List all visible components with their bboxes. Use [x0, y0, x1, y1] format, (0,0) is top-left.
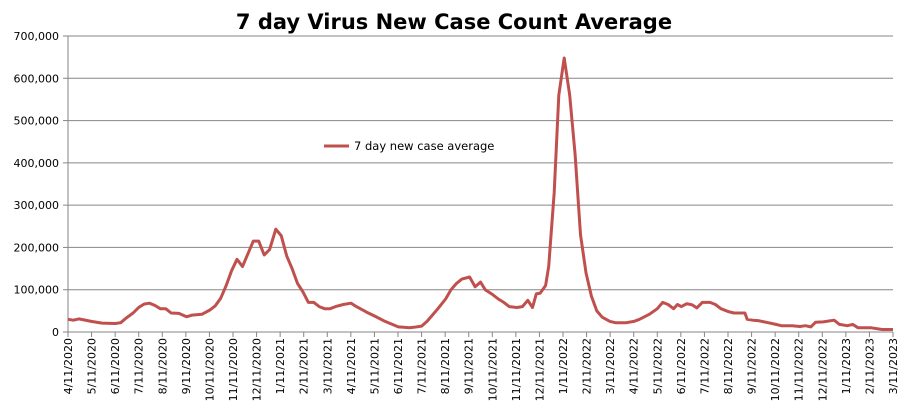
x-tick-label: 7/11/2021: [416, 338, 429, 394]
y-tick-label: 400,000: [14, 157, 60, 170]
x-tick-label: 5/11/2022: [651, 338, 664, 394]
x-tick-label: 8/11/2020: [156, 338, 169, 394]
x-tick-label: 9/11/2022: [746, 338, 759, 394]
chart-title: 7 day Virus New Case Count Average: [236, 10, 672, 34]
x-tick-label: 6/11/2022: [675, 338, 688, 394]
series-line: [68, 58, 893, 330]
x-tick-label: 3/11/2022: [604, 338, 617, 394]
gridlines: [68, 36, 893, 290]
x-tick-label: 10/11/2021: [486, 338, 499, 401]
x-tick-label: 6/11/2020: [109, 338, 122, 394]
x-tick-label: 7/11/2022: [698, 338, 711, 394]
x-tick-label: 10/11/2020: [203, 338, 216, 401]
y-tick-label: 100,000: [14, 284, 60, 297]
x-tick-label: 3/11/2023: [887, 338, 900, 394]
x-tick-label: 12/11/2021: [533, 338, 546, 401]
x-tick-label: 9/11/2021: [463, 338, 476, 394]
legend: 7 day new case average: [324, 139, 494, 153]
x-tick-label: 1/11/2021: [274, 338, 287, 394]
y-tick-label: 0: [52, 326, 59, 339]
x-tick-label: 2/11/2022: [581, 338, 594, 394]
y-tick-label: 500,000: [14, 115, 60, 128]
x-tick-label: 9/11/2020: [180, 338, 193, 394]
x-tick-label: 11/11/2020: [227, 338, 240, 401]
legend-label: 7 day new case average: [354, 139, 494, 153]
x-tick-label: 3/11/2021: [321, 338, 334, 394]
x-tick-label: 11/11/2022: [793, 338, 806, 401]
x-tick-label: 4/11/2020: [62, 338, 75, 394]
y-tick-label: 700,000: [14, 30, 60, 43]
x-tick-label: 6/11/2021: [392, 338, 405, 394]
x-tick-label: 11/11/2021: [510, 338, 523, 401]
y-axis: 0 100,000 200,000 300,000 400,000 500,000 600,…: [14, 30, 69, 339]
x-tick-label: 1/11/2022: [557, 338, 570, 394]
x-tick-label: 8/11/2021: [439, 338, 452, 394]
x-tick-label: 5/11/2021: [368, 338, 381, 394]
x-tick-label: 5/11/2020: [86, 338, 99, 394]
series-layer: [68, 58, 893, 330]
x-tick-label: 1/11/2023: [840, 338, 853, 394]
x-tick-label: 12/11/2020: [251, 338, 264, 401]
y-tick-label: 300,000: [14, 199, 60, 212]
y-tick-label: 600,000: [14, 72, 60, 85]
x-tick-label: 12/11/2022: [816, 338, 829, 401]
x-tick-label: 2/11/2023: [863, 338, 876, 394]
x-tick-label: 4/11/2022: [628, 338, 641, 394]
x-tick-label: 7/11/2020: [133, 338, 146, 394]
x-tick-label: 4/11/2021: [345, 338, 358, 394]
x-tick-label: 2/11/2021: [298, 338, 311, 394]
x-tick-label: 8/11/2022: [722, 338, 735, 394]
x-axis: 4/11/2020 5/11/2020 6/11/2020 7/11/2020 8/11…: [62, 332, 900, 401]
y-tick-label: 200,000: [14, 241, 60, 254]
x-tick-label: 10/11/2022: [769, 338, 782, 401]
